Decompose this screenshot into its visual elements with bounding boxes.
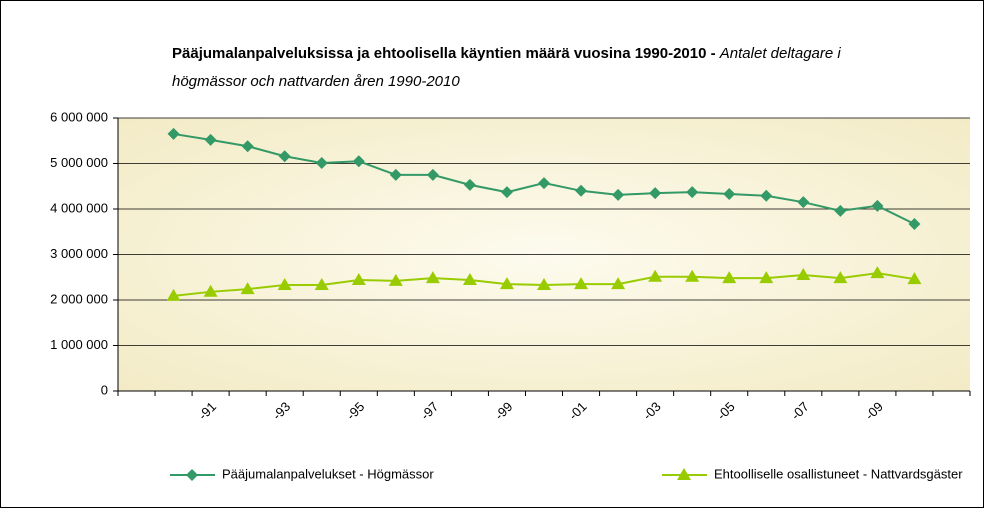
marker (500, 186, 513, 199)
marker (834, 204, 847, 217)
marker (352, 155, 365, 168)
marker (760, 189, 773, 202)
marker (463, 178, 476, 191)
marker (648, 269, 663, 282)
x-tick-label: -09 (862, 399, 886, 423)
marker (499, 277, 514, 290)
title-block: Pääjumalanpalveluksissa ja ehtoolisella … (172, 40, 917, 96)
marker (241, 140, 254, 153)
y-tick-label: 6 000 000 (50, 109, 108, 124)
x-tick-label: -01 (566, 399, 590, 423)
marker (612, 188, 625, 201)
marker (575, 184, 588, 197)
marker (907, 272, 922, 285)
marker (351, 272, 366, 285)
y-tick-label: 1 000 000 (50, 337, 108, 352)
marker (908, 218, 921, 231)
marker (166, 288, 181, 301)
x-tick-label: -03 (640, 399, 664, 423)
marker (204, 133, 217, 146)
marker (759, 271, 774, 284)
x-tick-label: -95 (343, 399, 367, 423)
marker (574, 277, 589, 290)
marker (871, 199, 884, 212)
marker (796, 267, 811, 280)
marker (722, 271, 737, 284)
marker (686, 186, 699, 199)
marker (240, 282, 255, 295)
marker (389, 168, 402, 181)
marker (314, 277, 329, 290)
marker (537, 277, 551, 290)
marker (462, 272, 477, 285)
marker (723, 187, 736, 200)
marker (388, 273, 403, 286)
marker (870, 266, 885, 279)
marker (685, 269, 700, 282)
marker (315, 157, 328, 170)
marker (203, 284, 218, 297)
x-tick-label: -91 (195, 399, 219, 423)
marker (797, 196, 810, 209)
legend-label: Pääjumalanpalvelukset - Högmässor (222, 466, 434, 481)
legend-label: Ehtoolliselle osallistuneet - Nattvardsg… (714, 466, 963, 481)
y-tick-label: 3 000 000 (50, 246, 108, 261)
x-tick-label: -99 (492, 399, 516, 423)
chart-subtitle: Antalet deltagare i högmässor och nattva… (172, 45, 841, 90)
y-tick-label: 4 000 000 (50, 200, 108, 215)
chart-title: Pääjumalanpalveluksissa ja ehtoolisella … (172, 45, 716, 62)
x-tick-label: -97 (418, 399, 442, 423)
marker (167, 127, 180, 140)
marker (538, 177, 550, 190)
y-tick-label: 0 (101, 382, 108, 397)
legend-marker (677, 468, 691, 480)
x-tick-label: -07 (788, 399, 812, 423)
x-tick-label: -05 (714, 399, 738, 423)
x-tick-label: -93 (269, 399, 293, 423)
y-tick-label: 5 000 000 (50, 155, 108, 170)
marker (649, 187, 662, 200)
legend-marker (186, 469, 198, 481)
marker (278, 150, 291, 163)
marker (426, 168, 439, 181)
marker (833, 271, 848, 284)
marker (277, 277, 292, 290)
marker (611, 277, 626, 290)
y-tick-label: 2 000 000 (50, 291, 108, 306)
marker (425, 271, 440, 284)
